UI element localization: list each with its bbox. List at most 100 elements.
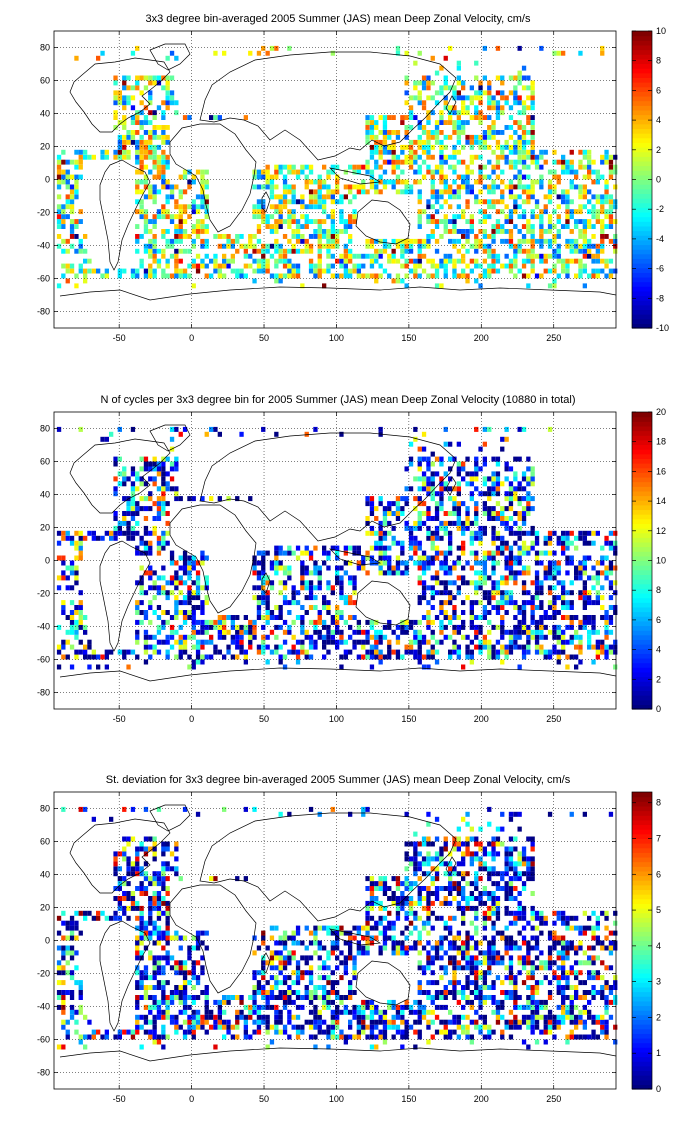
bin-cell bbox=[521, 130, 527, 135]
bin-cell bbox=[530, 248, 535, 254]
colorbar-swatch bbox=[632, 500, 652, 506]
bin-cell bbox=[143, 273, 149, 279]
bin-cell bbox=[565, 590, 570, 596]
bin-cell bbox=[508, 268, 514, 274]
bin-cell bbox=[495, 1009, 501, 1015]
bin-cell bbox=[274, 174, 279, 180]
bin-cell bbox=[452, 130, 457, 135]
bin-cell bbox=[587, 634, 592, 640]
bin-cell bbox=[317, 263, 322, 269]
bin-cell bbox=[426, 75, 431, 81]
bin-cell bbox=[569, 169, 574, 175]
bin-cell bbox=[417, 580, 422, 586]
bin-cell bbox=[465, 654, 470, 660]
bin-cell bbox=[378, 550, 383, 556]
bin-cell bbox=[187, 654, 192, 660]
bin-cell bbox=[195, 654, 201, 660]
bin-cell bbox=[456, 110, 461, 116]
bin-cell bbox=[434, 501, 440, 507]
bin-cell bbox=[500, 575, 505, 581]
bin-cell bbox=[274, 570, 279, 576]
bin-cell bbox=[482, 530, 487, 536]
bin-cell bbox=[500, 199, 505, 205]
bin-cell bbox=[604, 555, 609, 561]
bin-cell bbox=[130, 120, 136, 125]
bin-cell bbox=[369, 1019, 375, 1025]
bin-cell bbox=[222, 615, 227, 620]
bin-cell bbox=[539, 174, 544, 180]
bin-cell bbox=[78, 619, 83, 625]
bin-cell bbox=[248, 234, 253, 239]
bin-cell bbox=[487, 134, 492, 140]
bin-cell bbox=[335, 639, 340, 645]
bin-cell bbox=[417, 629, 422, 635]
bin-cell bbox=[504, 595, 509, 601]
bin-cell bbox=[591, 179, 596, 185]
bin-cell bbox=[152, 461, 157, 467]
bin-cell bbox=[274, 169, 279, 175]
bin-cell bbox=[217, 999, 222, 1005]
bin-cell bbox=[465, 105, 470, 111]
bin-cell bbox=[526, 85, 531, 91]
bin-cell bbox=[174, 560, 179, 566]
bin-cell bbox=[474, 506, 479, 512]
bin-cell bbox=[404, 125, 409, 130]
bin-cell bbox=[308, 595, 314, 601]
colorbar-swatch bbox=[632, 253, 652, 259]
bin-cell bbox=[87, 530, 92, 536]
bin-cell bbox=[595, 570, 600, 576]
bin-cell bbox=[117, 481, 122, 487]
bin-cell bbox=[582, 570, 587, 576]
bin-cell bbox=[282, 629, 288, 635]
bin-cell bbox=[239, 273, 244, 279]
bin-cell bbox=[378, 535, 383, 541]
bin-cell bbox=[308, 248, 314, 254]
bin-cell bbox=[387, 149, 392, 155]
bin-cell bbox=[426, 565, 431, 571]
bin-cell bbox=[139, 100, 144, 106]
bin-cell bbox=[343, 639, 348, 645]
bin-cell bbox=[326, 169, 331, 175]
bin-cell bbox=[382, 169, 388, 175]
bin-cell bbox=[565, 214, 570, 220]
colorbar-swatch bbox=[632, 119, 652, 125]
bin-cell bbox=[365, 238, 370, 244]
bin-cell bbox=[182, 639, 188, 645]
bin-cell bbox=[404, 248, 409, 254]
bin-cell bbox=[308, 179, 314, 185]
bin-cell bbox=[139, 565, 144, 571]
bin-cell bbox=[574, 575, 579, 581]
bin-cell bbox=[304, 431, 309, 437]
bin-cell bbox=[417, 125, 422, 130]
bin-cell bbox=[369, 1009, 375, 1015]
bin-cell bbox=[61, 995, 66, 1000]
bin-cell bbox=[504, 154, 509, 160]
bin-cell bbox=[530, 234, 535, 239]
bin-cell bbox=[313, 1044, 318, 1050]
bin-cell bbox=[526, 995, 531, 1000]
bin-cell bbox=[261, 199, 266, 205]
bin-cell bbox=[261, 585, 266, 591]
bin-cell bbox=[400, 1019, 405, 1025]
bin-cell bbox=[491, 164, 496, 170]
bin-cell bbox=[534, 639, 540, 645]
bin-cell bbox=[595, 575, 600, 581]
bin-cell bbox=[474, 476, 479, 482]
bin-cell bbox=[413, 496, 418, 502]
bin-cell bbox=[161, 639, 166, 645]
bin-cell bbox=[421, 501, 427, 507]
bin-cell bbox=[482, 268, 487, 274]
bin-cell bbox=[182, 1034, 188, 1040]
bin-cell bbox=[582, 204, 587, 210]
x-tick-label: 100 bbox=[329, 333, 344, 343]
bin-cell bbox=[156, 615, 162, 620]
bin-cell bbox=[195, 1009, 201, 1015]
bin-cell bbox=[461, 610, 466, 615]
bin-cell bbox=[74, 1009, 79, 1015]
bin-cell bbox=[487, 234, 492, 239]
bin-cell bbox=[513, 629, 518, 635]
bin-cell bbox=[200, 654, 205, 660]
bin-cell bbox=[378, 540, 383, 546]
bin-cell bbox=[352, 1034, 357, 1040]
bin-cell bbox=[261, 209, 266, 215]
